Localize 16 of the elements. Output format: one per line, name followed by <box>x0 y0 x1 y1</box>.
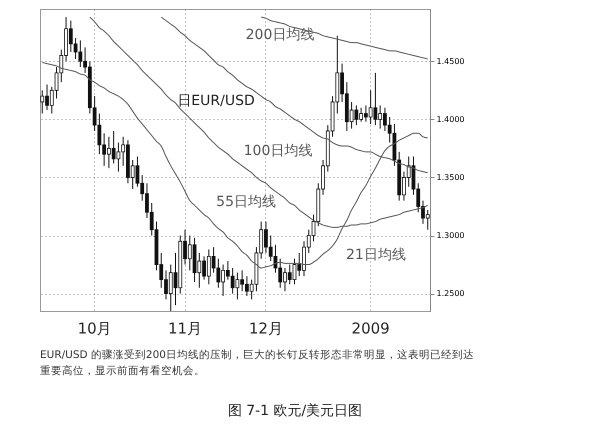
text: EUR/USD 的骤涨受到200日均线的压制，巨大的长钉反转形态非常明显，这表明已经到达重要高位，显示前面有看空机会。 <box>40 348 475 379</box>
series-label: 100日均线 <box>244 143 312 159</box>
x-tick-label: 10月 <box>78 320 112 338</box>
x-tick-label: 12月 <box>248 320 283 338</box>
y-tick-label: 1.2500 <box>436 289 464 298</box>
annotation: 日EUR/USD <box>177 93 255 109</box>
series-label: 55日均线 <box>216 194 276 210</box>
series-label: 21日均线 <box>346 247 406 263</box>
x-tick-label: 11月 <box>168 320 202 338</box>
y-tick-label: 1.3000 <box>436 231 464 240</box>
text: 图 7-1 欧元/美元日图 <box>226 402 364 420</box>
series-label: 200日均线 <box>246 27 314 43</box>
y-tick-label: 1.4000 <box>436 114 464 124</box>
y-tick-label: 1.4500 <box>436 56 464 66</box>
y-tick-label: 1.3500 <box>436 172 464 182</box>
x-tick-label: 2009 <box>352 320 390 338</box>
